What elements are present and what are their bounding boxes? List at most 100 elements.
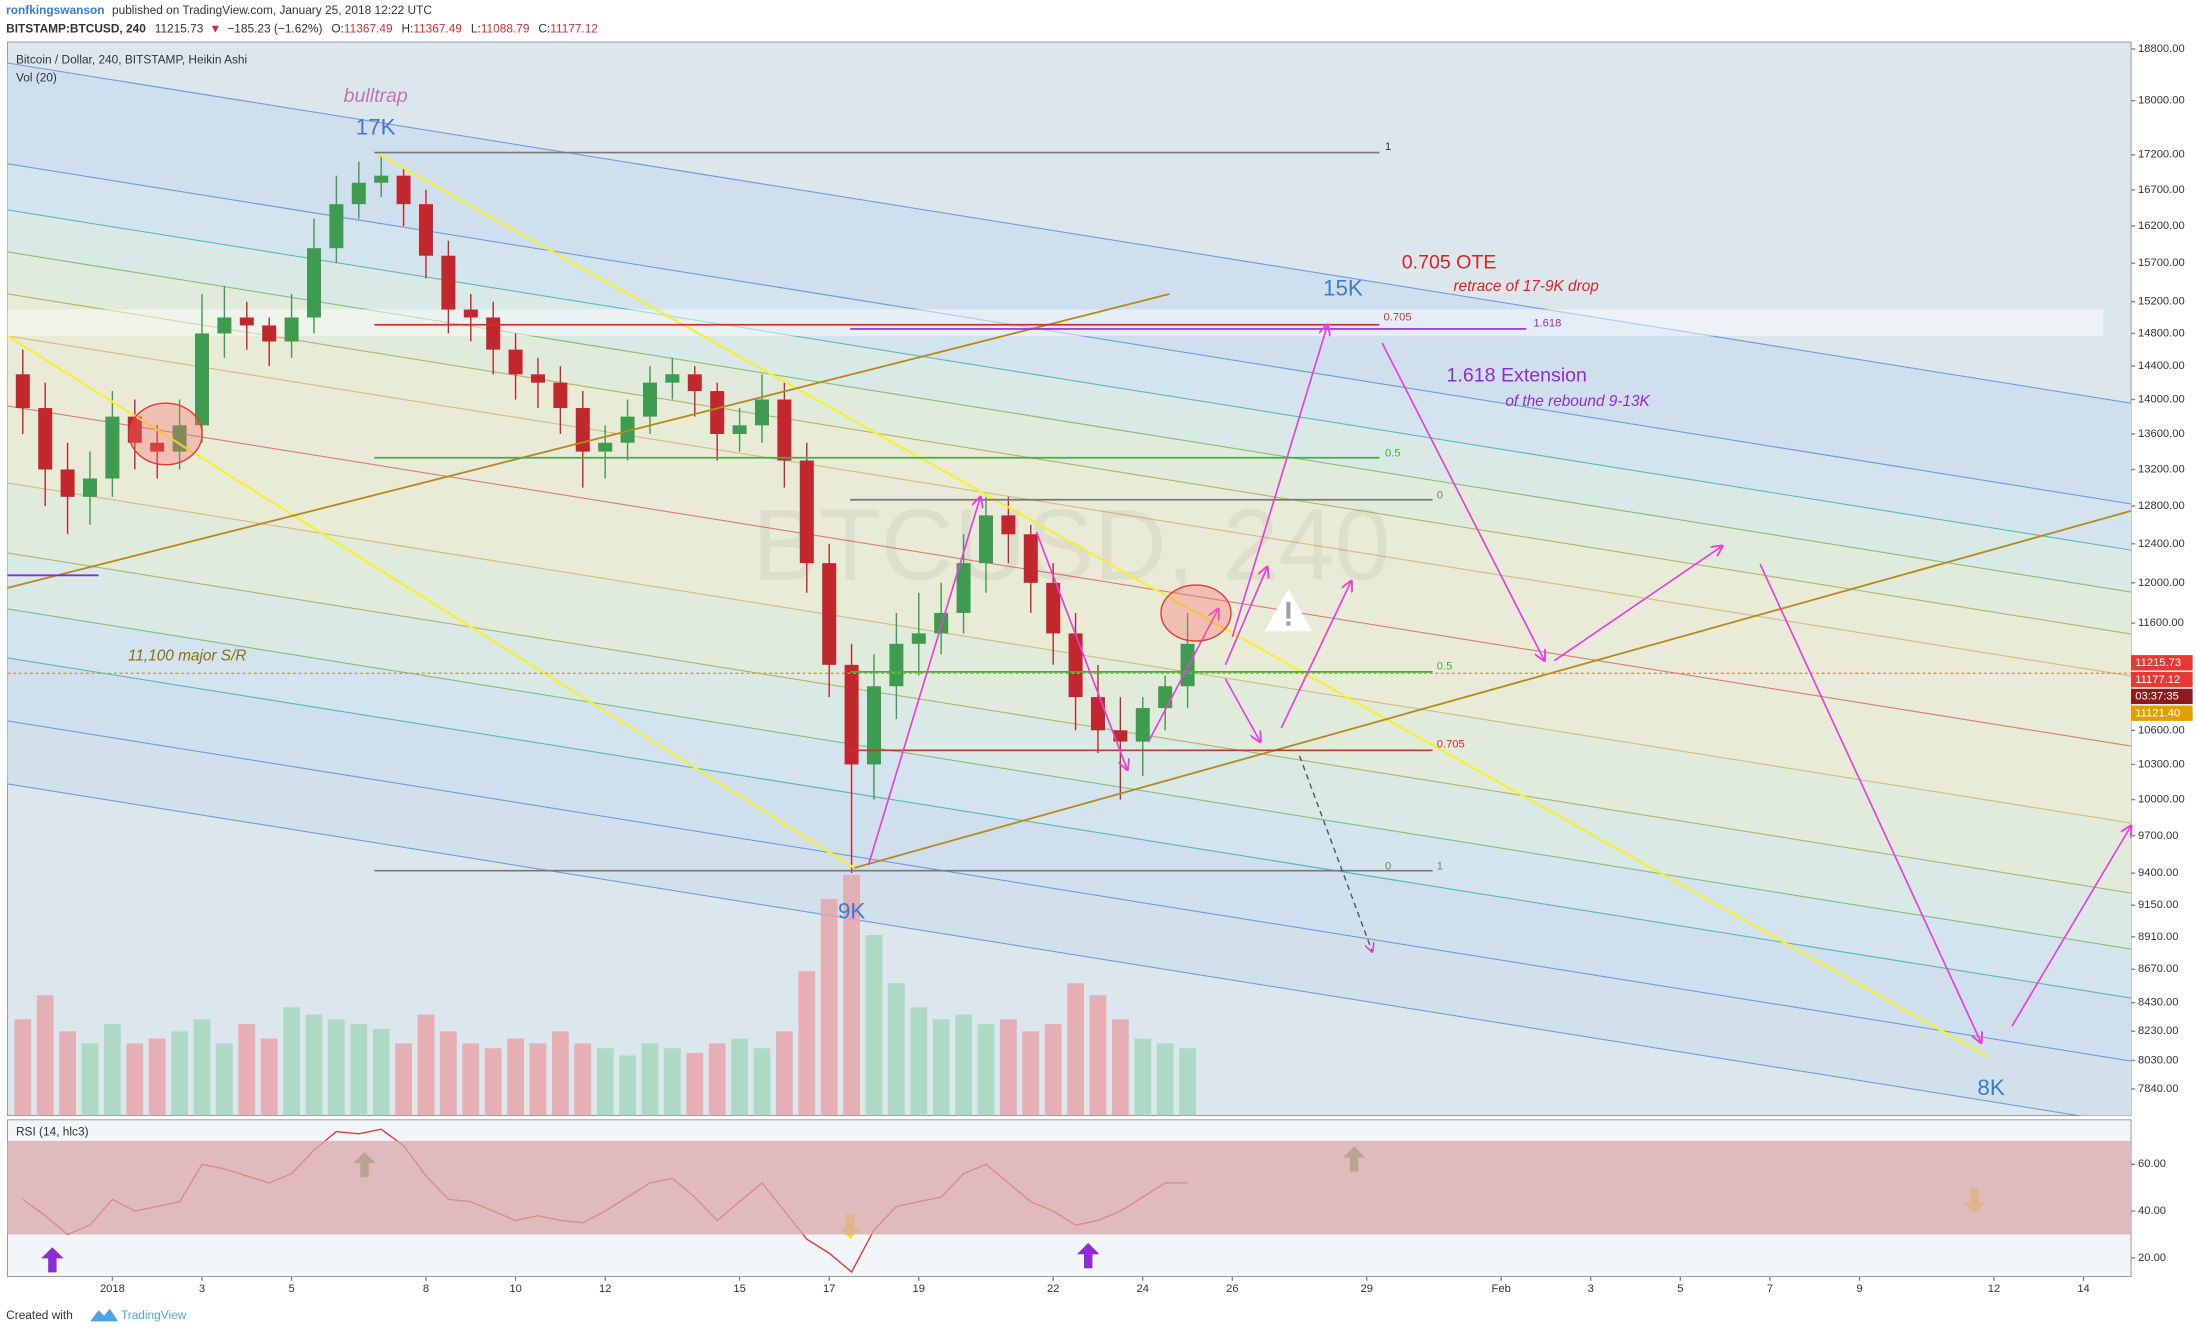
price-badge [2131,688,2193,705]
x-tick-label: 29 [1361,1283,1373,1295]
x-tick-label: 3 [1588,1283,1594,1295]
volume-bar [507,1038,524,1116]
trend-line [7,293,1170,589]
candle-body [956,563,971,613]
candle-body [60,469,75,497]
volume-bar [596,1048,614,1116]
candle-body [105,416,120,479]
price-badge-label: 11177.12 [2135,674,2180,686]
fib-label: 0 [1385,860,1391,872]
channel-line [7,608,2132,950]
ohlc-key: H: [401,22,413,36]
chart-title: Bitcoin / Dollar, 240, BITSTAMP, Heikin … [16,52,247,66]
y-tick-label: 8910.00 [2138,931,2178,943]
y-tick-label: 9150.00 [2138,899,2178,911]
volume-bar [395,1043,412,1116]
fib-label: 0.5 [1385,447,1401,459]
candle-body [15,374,30,409]
volume-bar [81,1043,99,1116]
volume-bar [798,971,816,1116]
candle-body [598,442,613,452]
volume-bar [14,1019,32,1116]
x-tick-label: 12 [599,1283,611,1295]
volume-bar [59,1031,76,1116]
footer-brand[interactable]: TradingView [121,1308,187,1322]
volume-bar [753,1048,771,1116]
volume-bar [1111,1019,1129,1116]
symbol: BITSTAMP:BTCUSD, 240 [6,22,146,36]
volume-bar [551,1031,569,1116]
candle-body [732,425,747,434]
highlight-circle [1160,584,1232,642]
volume-bar [215,1043,233,1116]
candle-body [1158,686,1173,709]
volume-bar [663,1048,681,1116]
volume-bar [193,1019,211,1116]
candle-body [194,333,209,426]
y-tick-label: 17200.00 [2138,149,2185,161]
y-tick-label: 13600.00 [2138,428,2185,440]
volume-bar [238,1024,256,1116]
volume-bar [103,1024,121,1116]
drawings [6,151,2132,1058]
user[interactable]: ronfkingswanson [6,3,104,17]
volume-bar [619,1055,636,1116]
annotation: 8K [1977,1075,2004,1100]
channel-band [7,62,2132,504]
volume-bar [708,1043,726,1116]
volume-bar [1179,1048,1196,1116]
y-tick-label: 8230.00 [2138,1025,2178,1037]
fib-label: 1 [1385,141,1391,153]
footer-text: Created with [6,1308,73,1322]
candle-body [284,317,299,342]
volume-bar [417,1014,435,1116]
price-badge [2131,655,2193,671]
ohlc-key: C: [538,22,550,36]
volume-bar [686,1053,704,1116]
volume-bar [462,1043,480,1116]
channel-line [7,405,2132,747]
candle-body [306,248,321,318]
candle-body [38,408,53,470]
up-arrow [1077,1243,1100,1269]
trend-line [854,510,2132,869]
volume-bar [1134,1038,1152,1116]
candle-body [889,643,904,687]
volume-bar [999,1019,1017,1116]
candle-body [217,317,232,334]
candle-body [1068,633,1083,698]
x-tick-label: 3 [199,1283,205,1295]
price-badge-label: 11215.73 [2135,657,2181,669]
channel-band [7,657,2132,1062]
candle-body [710,391,725,434]
candle-body [866,686,881,765]
volume-bar [641,1043,659,1116]
x-tick-label: 26 [1226,1283,1238,1295]
symbol-line: BITSTAMP:BTCUSD, 240 11215.73 ▼ −185.23 … [6,22,598,36]
projection [1298,755,1373,952]
volume-bar [843,874,860,1116]
channel-band [7,720,2132,1116]
volume-bar [1022,1031,1040,1116]
annotation: 9K [838,899,865,924]
x-tick-label: 15 [733,1283,745,1295]
volume-bar [171,1031,188,1116]
y-tick-label: 9400.00 [2138,867,2178,879]
annotation: retrace of 17-9K drop [1454,278,1600,295]
price-badge-label: 03:37:35 [2135,691,2179,703]
annotation: bulltrap [344,85,408,107]
channel-line [7,783,2083,1116]
volume-bar [350,1024,368,1116]
y-tick-label: 10300.00 [2138,758,2185,770]
volume-bar [305,1014,323,1116]
channel-band [7,209,2132,593]
x-tick-label: 10 [509,1283,521,1295]
price-badge [2131,705,2193,721]
ohlc-value: 11177.12 [550,22,598,36]
volume-title: Vol (20) [16,71,57,85]
y-tick-label: 60.00 [2138,1158,2166,1170]
channel-line [7,62,2132,404]
volume-bar [955,1014,972,1116]
